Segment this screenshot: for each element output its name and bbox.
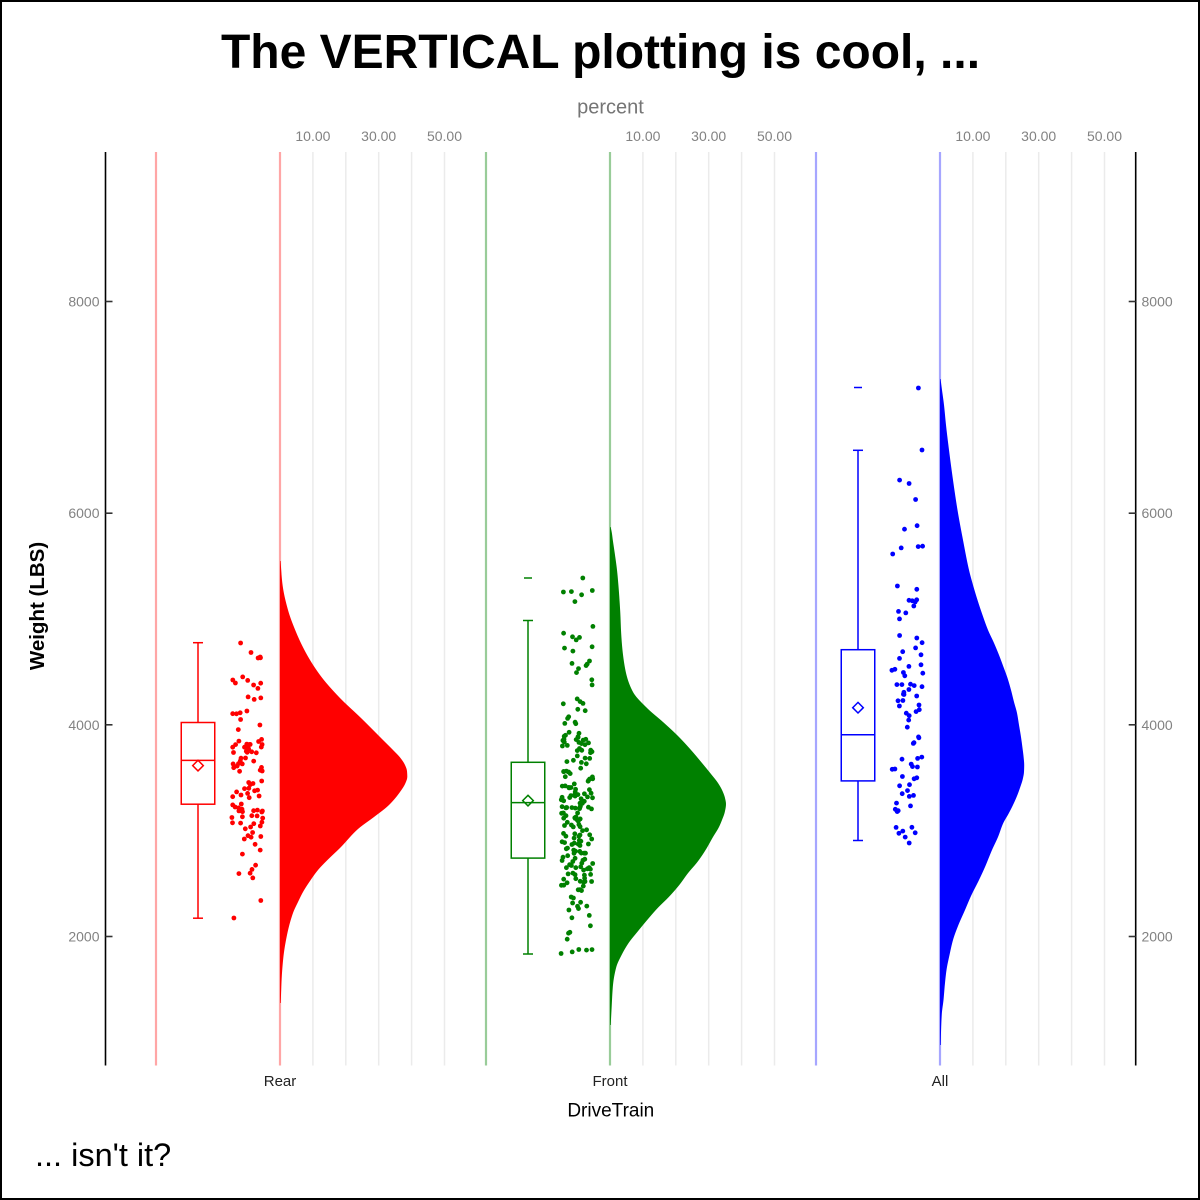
svg-text:8000: 8000: [1142, 294, 1173, 310]
svg-text:30.00: 30.00: [691, 128, 726, 144]
svg-text:... isn't it?: ... isn't it?: [35, 1137, 171, 1173]
svg-text:DriveTrain: DriveTrain: [567, 1100, 654, 1121]
svg-text:Front: Front: [592, 1073, 628, 1090]
svg-text:6000: 6000: [68, 505, 99, 521]
svg-text:10.00: 10.00: [295, 128, 330, 144]
svg-text:Weight (LBS): Weight (LBS): [26, 542, 49, 670]
svg-text:The VERTICAL plotting is cool,: The VERTICAL plotting is cool, ...: [221, 26, 980, 79]
svg-text:50.00: 50.00: [427, 128, 462, 144]
svg-text:30.00: 30.00: [1021, 128, 1056, 144]
svg-text:All: All: [932, 1073, 949, 1090]
svg-text:percent: percent: [577, 97, 644, 119]
svg-text:4000: 4000: [68, 717, 99, 733]
svg-text:Rear: Rear: [264, 1073, 297, 1090]
svg-text:4000: 4000: [1142, 717, 1173, 733]
svg-text:8000: 8000: [68, 294, 99, 310]
svg-text:10.00: 10.00: [625, 128, 660, 144]
svg-text:10.00: 10.00: [955, 128, 990, 144]
svg-text:2000: 2000: [68, 929, 99, 945]
svg-text:2000: 2000: [1142, 929, 1173, 945]
svg-text:6000: 6000: [1142, 505, 1173, 521]
svg-text:50.00: 50.00: [1087, 128, 1122, 144]
svg-text:50.00: 50.00: [757, 128, 792, 144]
svg-text:30.00: 30.00: [361, 128, 396, 144]
